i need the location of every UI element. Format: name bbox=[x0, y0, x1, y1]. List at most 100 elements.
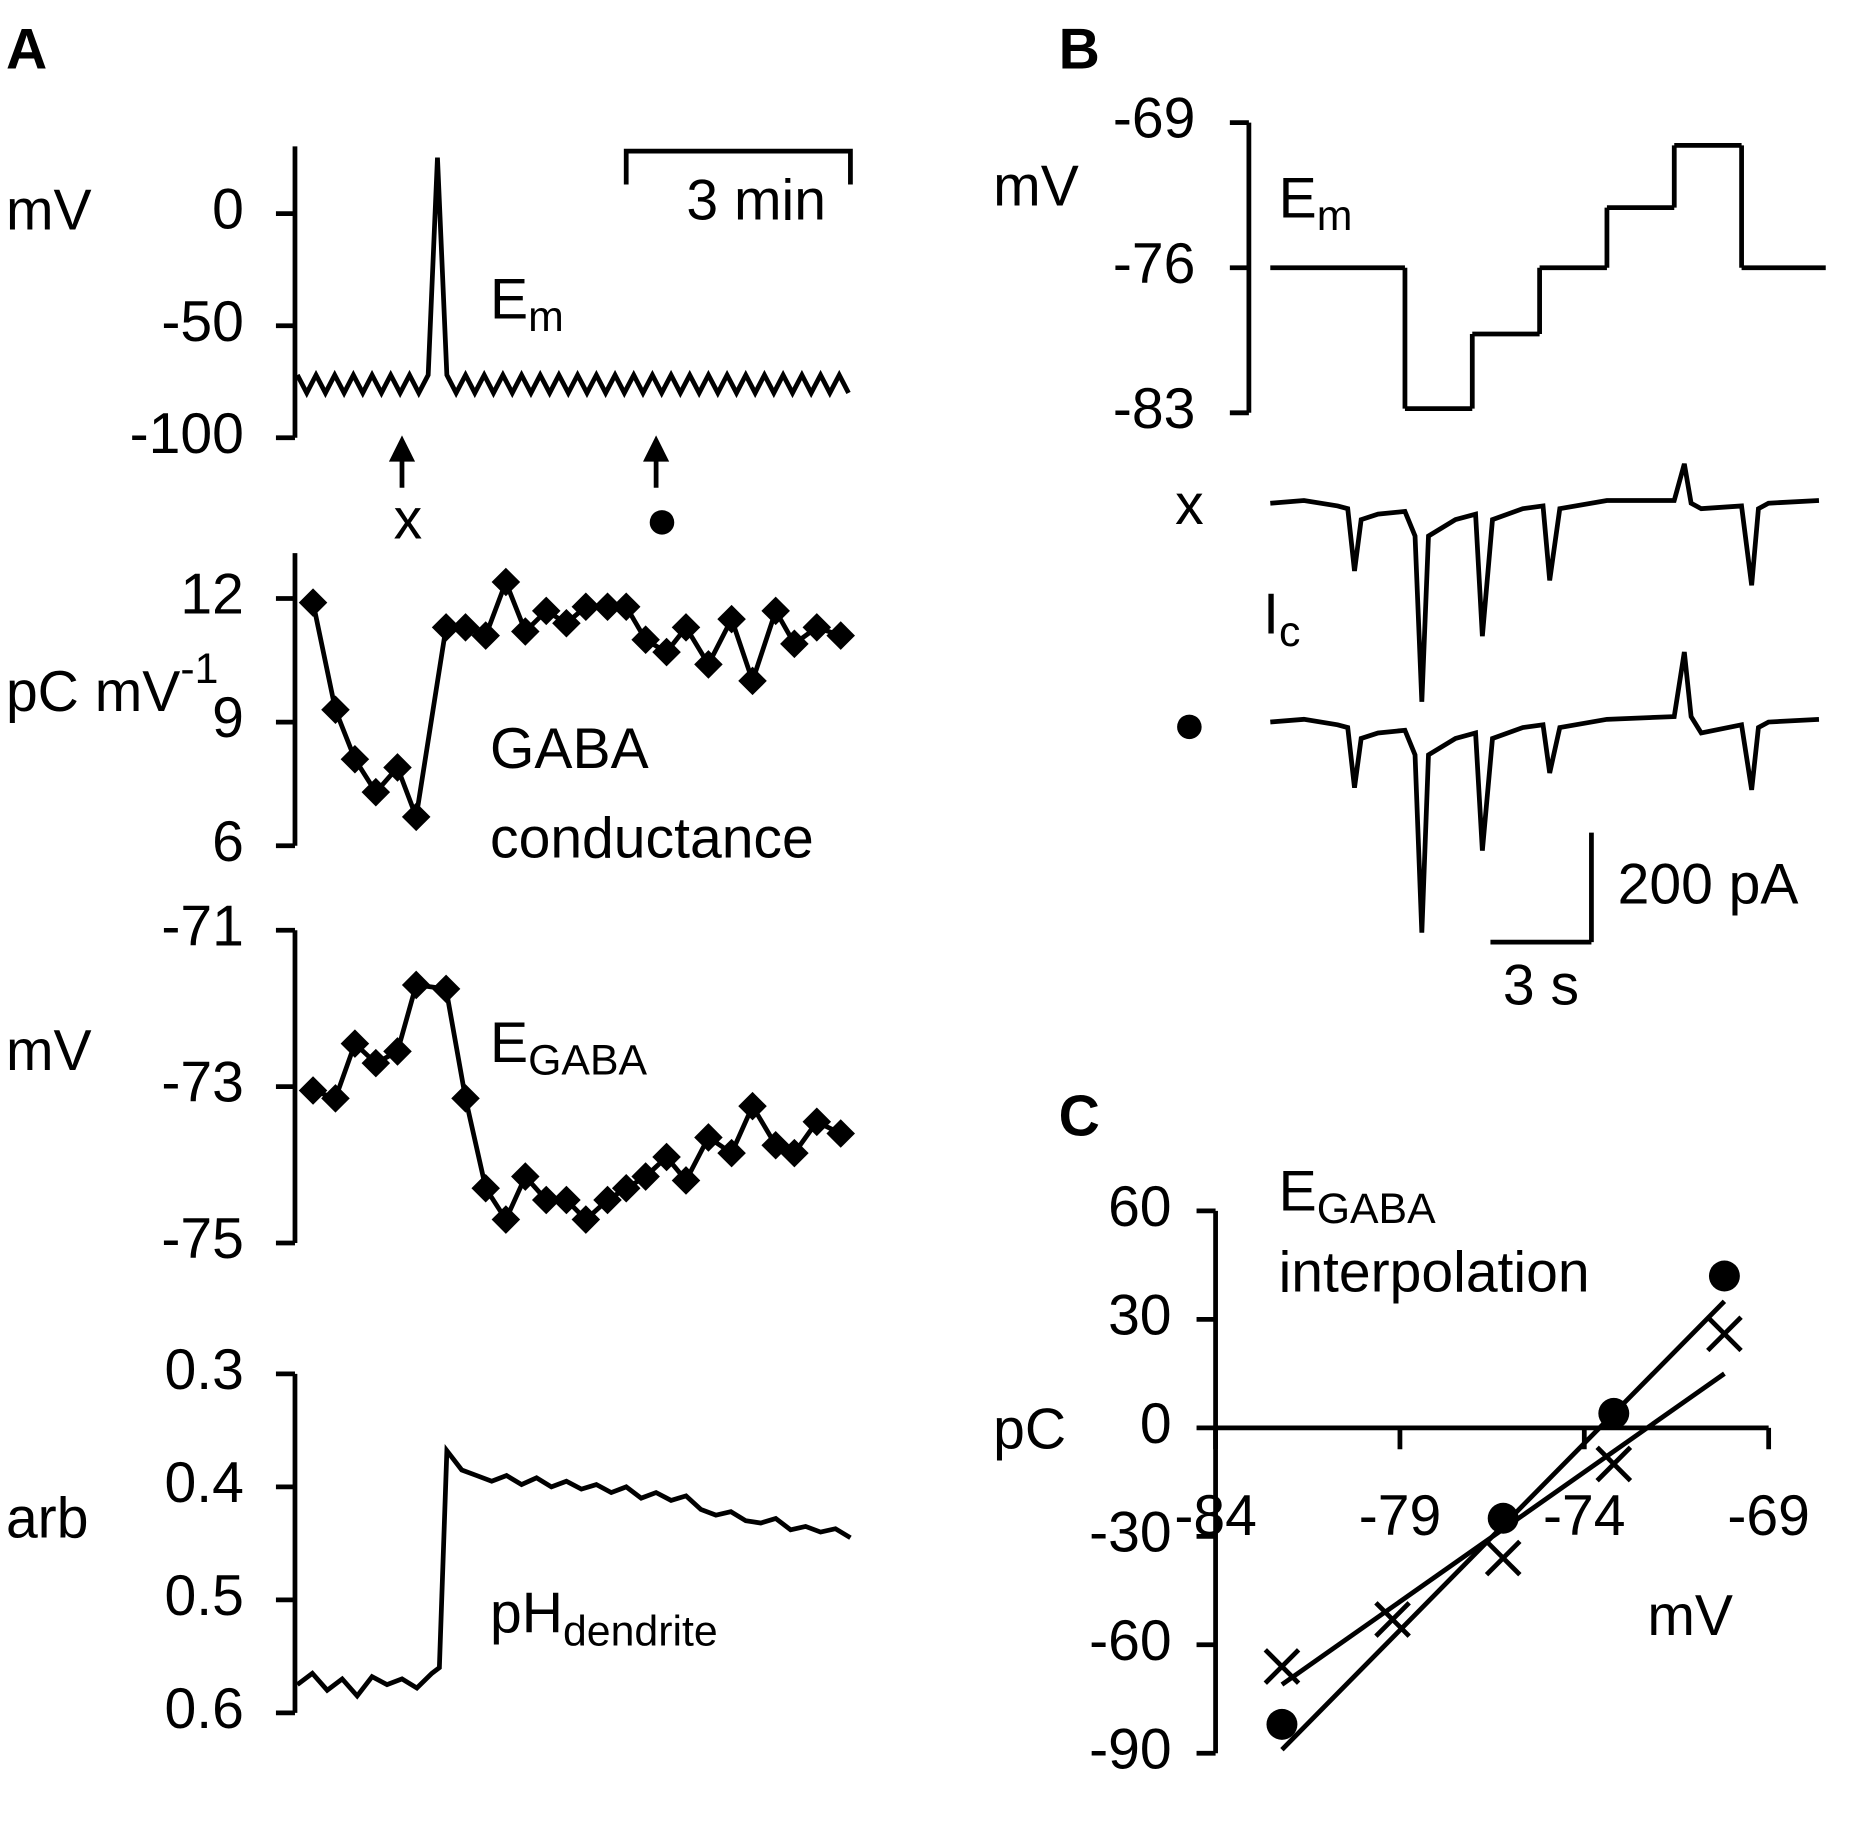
trace-label-sub: m bbox=[1317, 192, 1353, 240]
y-tick-label: -73 bbox=[161, 1051, 243, 1115]
data-point bbox=[383, 753, 412, 782]
data-point bbox=[491, 1205, 521, 1234]
data-point bbox=[671, 613, 701, 642]
scalebar bbox=[623, 148, 853, 185]
trace-label: conductance bbox=[490, 806, 814, 870]
panel-letter: C bbox=[1059, 1085, 1100, 1149]
y-tick-label: 12 bbox=[180, 563, 244, 627]
y-tick-label: 6 bbox=[212, 810, 244, 874]
trace-label-main: E bbox=[490, 267, 528, 331]
data-point bbox=[511, 617, 540, 646]
data-point bbox=[340, 744, 370, 774]
y-tick-label: 0 bbox=[1140, 1392, 1172, 1456]
data-point bbox=[1708, 1260, 1740, 1292]
data-point bbox=[593, 592, 622, 622]
data-point bbox=[491, 567, 521, 597]
data-point bbox=[531, 1185, 561, 1215]
data-point bbox=[1266, 1708, 1298, 1740]
data-point bbox=[780, 629, 809, 659]
data-point bbox=[1263, 1648, 1301, 1685]
y-tick-label: -30 bbox=[1089, 1500, 1172, 1564]
chart-title: EGABA bbox=[1279, 1160, 1436, 1234]
y-tick-label: 0.5 bbox=[164, 1564, 243, 1628]
y-axis-label-sub: -1 bbox=[180, 645, 218, 693]
trace-label-sub: c bbox=[1279, 609, 1300, 657]
arrow-label: x bbox=[394, 488, 423, 552]
y-tick-label: 60 bbox=[1108, 1175, 1171, 1239]
arrow-head bbox=[388, 435, 416, 462]
y-tick-label: -83 bbox=[1113, 377, 1196, 441]
trace-label: GABA bbox=[490, 717, 649, 781]
data-point bbox=[826, 621, 855, 650]
data-point bbox=[552, 1185, 581, 1215]
data-point bbox=[802, 1107, 832, 1137]
y-tick-label: 30 bbox=[1108, 1283, 1171, 1347]
data-point bbox=[298, 1076, 328, 1105]
data-point bbox=[431, 974, 461, 1004]
y-tick-label: -60 bbox=[1089, 1609, 1172, 1673]
trace-label-sub: GABA bbox=[528, 1037, 647, 1085]
data-point bbox=[1484, 1539, 1522, 1577]
panel-letter: B bbox=[1059, 18, 1100, 82]
data-point bbox=[717, 604, 746, 634]
y-axis-label: pC mV-1 bbox=[6, 645, 219, 724]
data-point bbox=[1706, 1315, 1743, 1353]
scalebar-x-label: 3 s bbox=[1503, 954, 1579, 1018]
data-point bbox=[1595, 1445, 1633, 1483]
data-point bbox=[321, 1084, 350, 1113]
y-tick-label: -75 bbox=[161, 1207, 243, 1271]
trace-label: Em bbox=[1279, 166, 1353, 240]
y-axis-label: mV bbox=[993, 154, 1079, 218]
data-point bbox=[298, 588, 328, 617]
arrow-label: ● bbox=[645, 488, 679, 552]
data-point bbox=[780, 1138, 809, 1168]
data-point bbox=[652, 637, 681, 667]
y-axis-label: pC bbox=[993, 1397, 1066, 1461]
y-axis-label: arb bbox=[6, 1487, 89, 1551]
data-point bbox=[826, 1119, 855, 1148]
y-tick-label: 0 bbox=[212, 178, 244, 242]
y-axis-label: mV bbox=[6, 178, 92, 242]
trace-label-sub: m bbox=[528, 293, 564, 341]
data-point bbox=[694, 650, 723, 679]
y-tick-label: -76 bbox=[1113, 232, 1196, 296]
data-point bbox=[738, 1091, 767, 1121]
data-point bbox=[611, 592, 641, 622]
data-point bbox=[451, 1084, 480, 1113]
arrow-head bbox=[643, 435, 670, 462]
data-point bbox=[531, 596, 561, 626]
panel-letter: A bbox=[6, 18, 47, 82]
trace-label: Ic bbox=[1263, 583, 1300, 657]
trace bbox=[1270, 463, 1820, 702]
data-point bbox=[321, 695, 350, 725]
y-tick-label: 9 bbox=[212, 686, 244, 750]
y-tick-label: 0.6 bbox=[164, 1677, 243, 1741]
data-point bbox=[593, 1185, 622, 1215]
trace-label-main: pH bbox=[490, 1582, 563, 1646]
data-point bbox=[401, 802, 431, 832]
trace-label: pHdendrite bbox=[490, 1582, 718, 1656]
trace-label-main: E bbox=[1279, 166, 1317, 230]
trace-label-sub: dendrite bbox=[563, 1608, 718, 1656]
trace bbox=[310, 575, 842, 827]
chart-title: interpolation bbox=[1279, 1240, 1590, 1304]
data-point bbox=[717, 1138, 746, 1168]
trace bbox=[295, 157, 851, 399]
data-point bbox=[611, 1174, 641, 1203]
x-tick-label: -69 bbox=[1727, 1484, 1810, 1548]
y-tick-label: -100 bbox=[130, 402, 244, 466]
trace-name: x bbox=[1175, 473, 1204, 537]
scalebar-y-label: 200 pA bbox=[1618, 853, 1799, 917]
scalebar-label: 3 min bbox=[686, 169, 826, 233]
y-tick-label: -50 bbox=[161, 290, 243, 354]
x-tick-label: -79 bbox=[1359, 1484, 1442, 1548]
trace bbox=[295, 1444, 852, 1700]
data-point bbox=[471, 1174, 500, 1203]
data-point bbox=[383, 1037, 412, 1066]
y-axis-label: mV bbox=[6, 1019, 92, 1083]
data-point bbox=[761, 596, 790, 626]
data-point bbox=[361, 777, 391, 807]
y-tick-label: 0.3 bbox=[164, 1338, 243, 1402]
data-point bbox=[738, 666, 767, 696]
